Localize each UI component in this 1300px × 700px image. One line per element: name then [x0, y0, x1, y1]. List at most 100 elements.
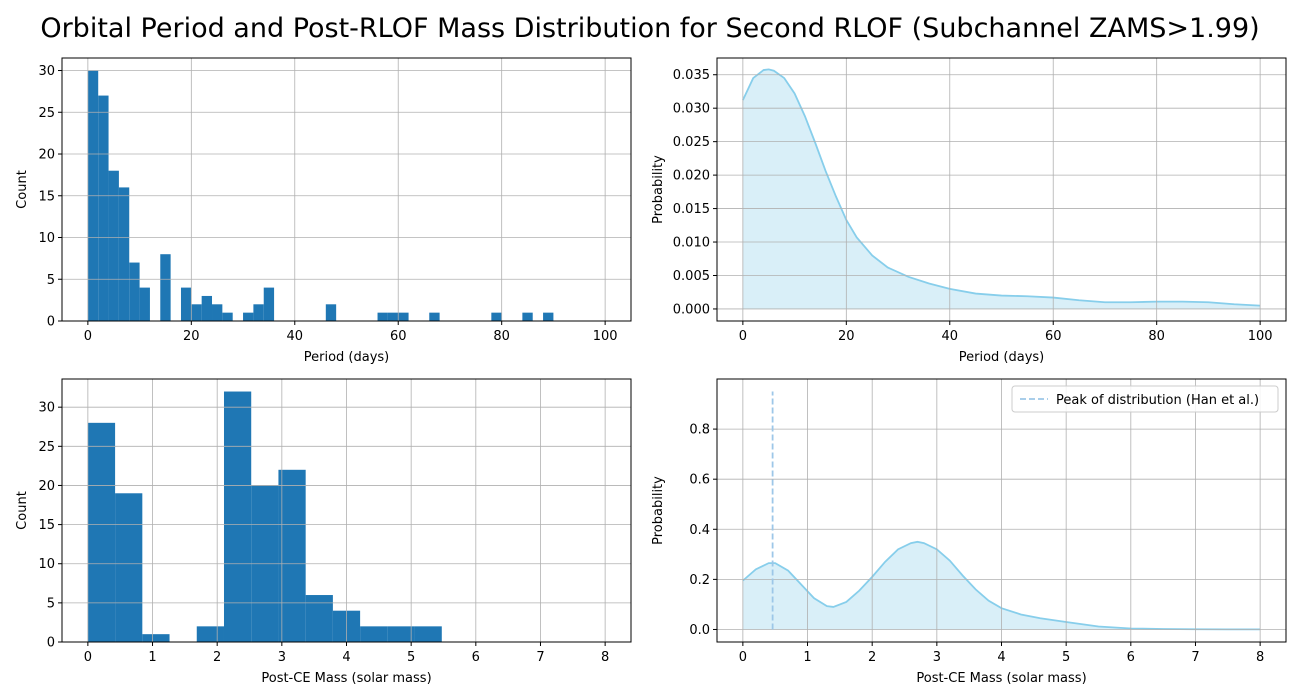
mass-kde-xtick-label-0: 0 [739, 650, 747, 665]
period-kde-ylabel: Probability [651, 155, 666, 224]
period-kde-ytick-label-3: 0.015 [673, 202, 710, 217]
period-kde-xtick-label-5: 100 [1248, 329, 1273, 344]
period-histogram-xtick-label-1: 20 [183, 329, 200, 344]
mass-histogram-xtick-label-1: 1 [148, 650, 156, 665]
period-histogram-ytick-label-3: 15 [38, 189, 55, 204]
period-histogram-bar-6 [160, 254, 171, 321]
mass-kde-xtick-label-7: 7 [1191, 650, 1199, 665]
mass-kde-xlabel: Post-CE Mass (solar mass) [916, 671, 1086, 686]
period-kde-xtick-label-1: 20 [838, 329, 855, 344]
mass-kde-xtick-label-1: 1 [803, 650, 811, 665]
mass-kde-ylabel: Probability [651, 476, 666, 545]
mass-kde-xtick-label-2: 2 [868, 650, 876, 665]
period-histogram-ylabel: Count [15, 170, 30, 209]
mass-kde-xtick-label-6: 6 [1127, 650, 1135, 665]
mass-histogram-bars [87, 391, 442, 642]
period-kde-ytick-label-7: 0.035 [673, 68, 710, 83]
period-histogram-bar-11 [222, 312, 233, 321]
period-histogram-bar-18 [398, 312, 409, 321]
period-histogram-xtick-label-0: 0 [84, 329, 92, 344]
period-histogram-ytick-label-6: 30 [38, 64, 55, 79]
mass-histogram-axes: 0 1 2 3 4 5 6 7 8 0 5 10 15 20 25 30 Post-CE Mass (solar… [15, 378, 632, 686]
period-kde-ytick-label-1: 0.005 [673, 269, 710, 284]
mass-histogram-bar-4 [223, 391, 252, 642]
mass-histogram-bar-1 [115, 493, 143, 642]
period-histogram-bar-16 [377, 312, 388, 321]
mass-histogram-xtick-label-8: 8 [601, 650, 609, 665]
period-histogram-bar-8 [191, 304, 202, 321]
period-histogram-bar-9 [201, 295, 213, 321]
period-histogram-bar-3 [118, 187, 130, 321]
period-histogram-bar-2 [108, 170, 119, 321]
period-histogram-xtick-label-4: 80 [493, 329, 510, 344]
period-histogram-axes: 0 20 40 60 80 100 0 5 10 15 20 25 30 Period (days) Cou… [15, 57, 632, 365]
mass-kde-ytick-label-4: 0.8 [689, 423, 710, 438]
mass-histogram-bar-6 [278, 469, 306, 642]
mass-histogram-bar-2 [142, 634, 170, 642]
period-histogram-bar-5 [139, 287, 150, 321]
mass-kde-ytick-label-3: 0.6 [689, 473, 710, 488]
mass-histogram-ytick-label-6: 30 [38, 401, 55, 416]
mass-histogram-bar-7 [305, 595, 333, 642]
period-histogram-bar-21 [522, 312, 533, 321]
period-histogram-xlabel: Period (days) [304, 350, 390, 365]
mass-histogram-ytick-label-1: 5 [47, 596, 55, 611]
mass-kde-line [742, 540, 1261, 631]
period-histogram-bar-1 [98, 95, 109, 321]
period-histogram-xtick-label-2: 40 [286, 329, 303, 344]
period-kde-ytick-label-0: 0.000 [673, 302, 710, 317]
period-histogram-bar-13 [253, 304, 264, 321]
mass-histogram-xtick-label-3: 3 [278, 650, 286, 665]
period-histogram-bar-19 [429, 312, 440, 321]
period-histogram-bar-7 [180, 287, 192, 321]
period-kde-ytick-label-6: 0.030 [673, 102, 710, 117]
period-histogram-xtick-label-5: 100 [593, 329, 618, 344]
mass-kde-xtick-label-5: 5 [1062, 650, 1070, 665]
period-kde-grid [717, 58, 1286, 321]
mass-histogram-ticks: 0 1 2 3 4 5 6 7 8 0 5 10 15 20 25 30 [38, 401, 609, 665]
period-histogram-ytick-label-1: 5 [47, 273, 55, 288]
period-histogram-frame [61, 57, 632, 322]
mass-histogram-bar-11 [414, 626, 442, 642]
period-histogram-bar-17 [387, 312, 399, 321]
period-histogram-grid [62, 58, 631, 322]
mass-kde-ytick-label-1: 0.2 [689, 573, 710, 588]
mass-kde-legend-label: Peak of distribution (Han et al.) [1056, 393, 1259, 408]
mass-histogram-xtick-label-7: 7 [536, 650, 544, 665]
mass-histogram-bar-9 [360, 626, 388, 642]
figure-title: Orbital Period and Post-RLOF Mass Distri… [40, 13, 1259, 44]
period-kde-ticks: 0 20 40 60 80 100 0.000 0.005 0.010 0.015 0.020 0.0… [673, 68, 1273, 344]
mass-histogram-xtick-label-5: 5 [407, 650, 415, 665]
mass-kde-legend: Peak of distribution (Han et al.) [1011, 385, 1279, 413]
mass-histogram-xlabel: Post-CE Mass (solar mass) [261, 671, 431, 686]
period-kde-xtick-label-4: 80 [1148, 329, 1165, 344]
mass-histogram-ytick-label-2: 10 [38, 557, 55, 572]
mass-kde-grid [717, 379, 1286, 642]
period-histogram-xtick-label-3: 60 [390, 329, 407, 344]
period-histogram-bar-12 [243, 312, 254, 321]
period-kde-ytick-label-2: 0.010 [673, 236, 710, 251]
mass-kde-xtick-label-3: 3 [933, 650, 941, 665]
period-histogram-ytick-label-2: 10 [38, 231, 55, 246]
mass-histogram-bar-0 [87, 422, 116, 642]
period-histogram-bar-10 [212, 304, 223, 321]
mass-histogram-xtick-label-4: 4 [342, 650, 350, 665]
mass-kde-ticks: 0 1 2 3 4 5 6 7 8 0.0 0.2 0.4 0.6 0.8 [689, 423, 1264, 665]
mass-histogram-xtick-label-2: 2 [213, 650, 221, 665]
period-kde-xlabel: Period (days) [959, 350, 1045, 365]
mass-kde-axes: Peak of distribution (Han et al.) 0 1 2 3 4 5 6… [651, 378, 1287, 686]
period-kde-ytick-label-5: 0.025 [673, 135, 710, 150]
period-histogram-bar-20 [491, 312, 502, 321]
mass-histogram-bar-3 [196, 626, 224, 642]
mass-kde-ytick-label-0: 0.0 [689, 623, 710, 638]
period-histogram-ytick-label-5: 25 [38, 106, 55, 121]
period-kde-frame [716, 57, 1287, 322]
period-histogram-bar-14 [263, 287, 275, 321]
mass-histogram-ytick-label-5: 25 [38, 440, 55, 455]
mass-kde-ytick-label-2: 0.4 [689, 523, 710, 538]
period-histogram-ytick-label-0: 0 [47, 315, 55, 330]
period-kde-area [742, 69, 1261, 309]
mass-kde-xtick-label-8: 8 [1256, 650, 1264, 665]
mass-histogram-ylabel: Count [15, 491, 30, 530]
